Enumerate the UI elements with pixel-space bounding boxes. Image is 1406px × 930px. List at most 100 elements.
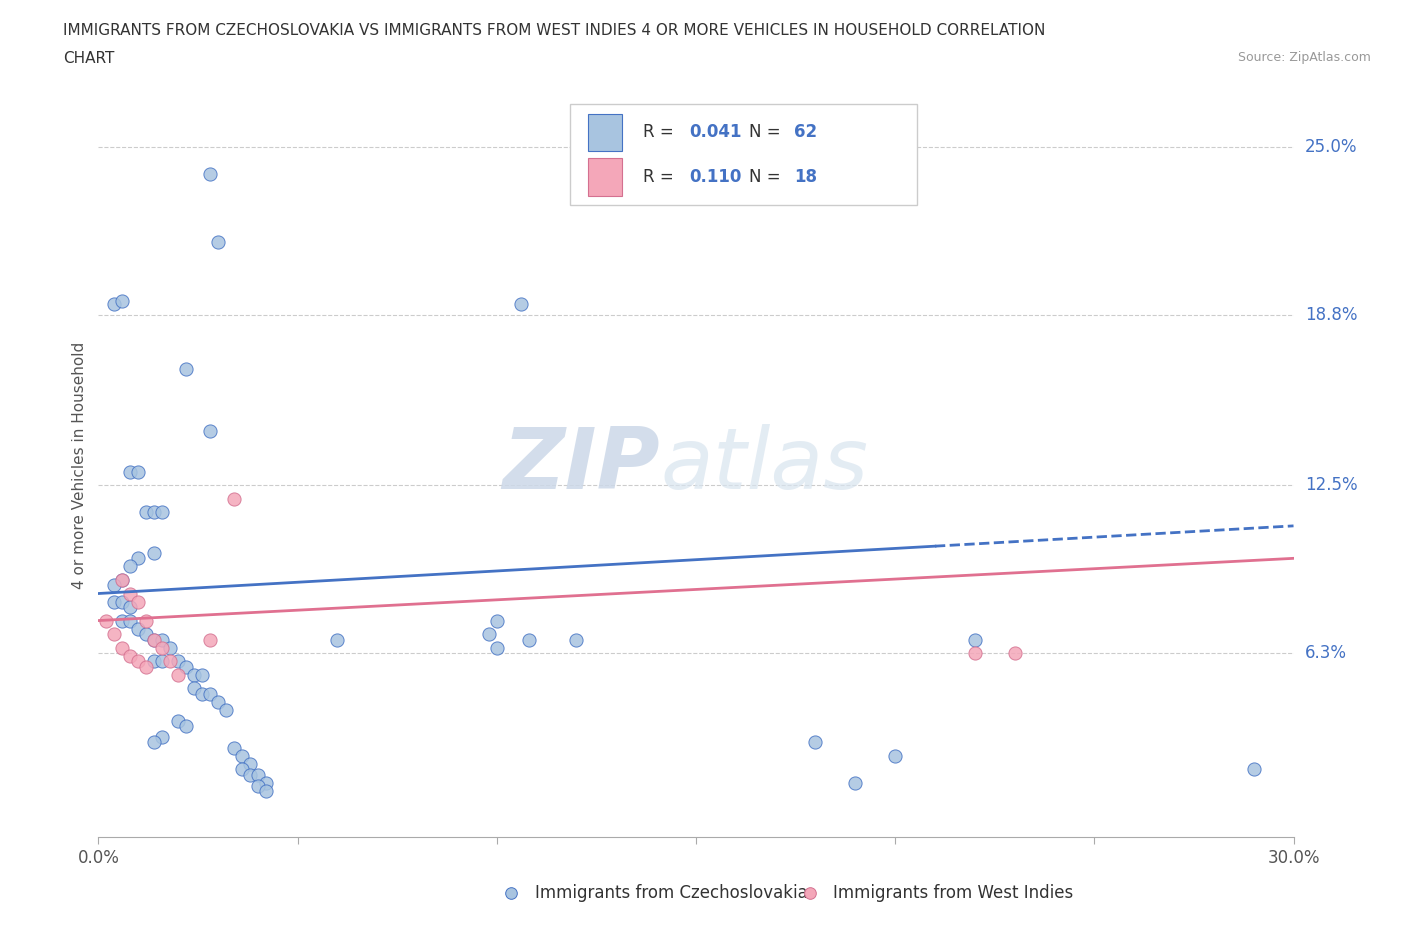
Point xyxy=(246,778,269,793)
Point xyxy=(150,654,173,669)
Point xyxy=(150,505,173,520)
Point xyxy=(174,362,197,377)
Point xyxy=(127,464,149,479)
Point xyxy=(246,767,269,782)
Point xyxy=(231,762,253,777)
Text: 6.3%: 6.3% xyxy=(1305,644,1347,662)
FancyBboxPatch shape xyxy=(571,104,917,205)
Point xyxy=(1243,762,1265,777)
Text: R =: R = xyxy=(644,124,679,141)
Point xyxy=(120,464,142,479)
Point xyxy=(183,667,205,682)
FancyBboxPatch shape xyxy=(589,113,621,151)
Point xyxy=(96,613,118,628)
Point xyxy=(254,776,277,790)
Text: CHART: CHART xyxy=(63,51,115,66)
Y-axis label: 4 or more Vehicles in Household: 4 or more Vehicles in Household xyxy=(72,341,87,589)
Point xyxy=(844,776,866,790)
Point xyxy=(103,578,125,592)
Point xyxy=(1004,645,1026,660)
Text: 25.0%: 25.0% xyxy=(1305,139,1357,156)
Text: N =: N = xyxy=(748,168,786,186)
Point xyxy=(478,627,501,642)
Point xyxy=(804,735,827,750)
Point xyxy=(127,621,149,636)
Point xyxy=(150,632,173,647)
Point xyxy=(485,613,508,628)
Point xyxy=(198,166,221,181)
Point xyxy=(127,594,149,609)
Point xyxy=(143,735,166,750)
Point xyxy=(231,749,253,764)
Text: Immigrants from West Indies: Immigrants from West Indies xyxy=(834,884,1074,902)
Text: R =: R = xyxy=(644,168,679,186)
Point xyxy=(215,702,238,717)
Point xyxy=(143,654,166,669)
Point xyxy=(103,594,125,609)
Text: Source: ZipAtlas.com: Source: ZipAtlas.com xyxy=(1237,51,1371,64)
Point xyxy=(509,297,531,312)
Text: ZIP: ZIP xyxy=(502,423,661,507)
Point xyxy=(326,632,349,647)
Point xyxy=(167,713,190,728)
Point xyxy=(103,297,125,312)
Point xyxy=(120,586,142,601)
Point xyxy=(207,234,229,249)
Point xyxy=(111,294,134,309)
Text: Immigrants from Czechoslovakia: Immigrants from Czechoslovakia xyxy=(534,884,807,902)
Point xyxy=(207,695,229,710)
Text: IMMIGRANTS FROM CZECHOSLOVAKIA VS IMMIGRANTS FROM WEST INDIES 4 OR MORE VEHICLES: IMMIGRANTS FROM CZECHOSLOVAKIA VS IMMIGR… xyxy=(63,23,1046,38)
Point xyxy=(183,681,205,696)
Point xyxy=(135,627,157,642)
Point xyxy=(239,767,262,782)
Point xyxy=(103,627,125,642)
Point xyxy=(127,551,149,565)
Point xyxy=(111,640,134,655)
Point xyxy=(135,613,157,628)
Point xyxy=(191,686,214,701)
Text: 18: 18 xyxy=(794,168,817,186)
Point xyxy=(167,667,190,682)
Point xyxy=(111,594,134,609)
Point xyxy=(159,654,181,669)
Point xyxy=(111,573,134,588)
Point xyxy=(143,505,166,520)
Point xyxy=(150,729,173,744)
Point xyxy=(517,632,540,647)
Point xyxy=(120,600,142,615)
Point xyxy=(174,719,197,734)
Text: N =: N = xyxy=(748,124,786,141)
Point xyxy=(143,546,166,561)
Point xyxy=(143,632,166,647)
Point xyxy=(963,645,986,660)
Point xyxy=(565,632,588,647)
Point xyxy=(254,784,277,799)
Point xyxy=(963,632,986,647)
Point xyxy=(111,573,134,588)
Text: 62: 62 xyxy=(794,124,817,141)
Point xyxy=(127,654,149,669)
Point xyxy=(135,505,157,520)
FancyBboxPatch shape xyxy=(589,158,621,195)
Text: 0.110: 0.110 xyxy=(689,168,741,186)
Point xyxy=(239,756,262,771)
Text: 12.5%: 12.5% xyxy=(1305,476,1357,494)
Point xyxy=(485,640,508,655)
Point xyxy=(120,613,142,628)
Point xyxy=(143,632,166,647)
Text: atlas: atlas xyxy=(661,423,868,507)
Point xyxy=(198,686,221,701)
Point xyxy=(135,659,157,674)
Point xyxy=(191,667,214,682)
Point xyxy=(120,559,142,574)
Point xyxy=(111,613,134,628)
Point xyxy=(167,654,190,669)
Point xyxy=(174,659,197,674)
Text: 18.8%: 18.8% xyxy=(1305,306,1357,324)
Point xyxy=(222,740,245,755)
Point xyxy=(222,491,245,506)
Text: 0.041: 0.041 xyxy=(689,124,741,141)
Point xyxy=(159,640,181,655)
Point xyxy=(198,424,221,439)
Point xyxy=(198,632,221,647)
